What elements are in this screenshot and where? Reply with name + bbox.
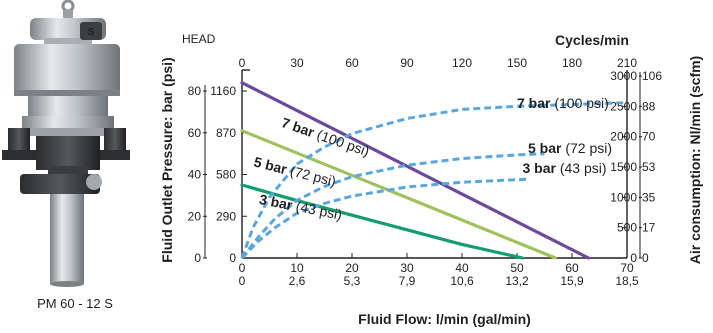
x-tick-label-lmin: 70 [620, 261, 634, 275]
left-tick-label-bar: 40 [188, 168, 202, 182]
svg-text:S: S [88, 27, 95, 38]
head-label: HEAD [182, 32, 216, 46]
right-tick-label-nl: 2500 [610, 99, 637, 113]
left-axis-title: Fluid Outlet Pressure: bar (psi) [159, 57, 175, 262]
right-tick-label-scfm: 17 [642, 221, 656, 235]
left-tick-label-psi: 580 [216, 168, 236, 182]
top-axis-title: Cycles/min [555, 32, 629, 48]
x-tick-label-lmin: 40 [455, 261, 469, 275]
performance-chart: 00102,6205,3307,94010,65013,26015,97018,… [159, 32, 703, 327]
x-tick-label-gal: 18,5 [615, 274, 639, 288]
right-tick-label-scfm: 70 [642, 130, 656, 144]
top-tick-label: 0 [239, 56, 246, 70]
left-tick-label-bar: 60 [188, 126, 202, 140]
pressure-line-7bar [240, 81, 591, 260]
left-tick-label-bar: 20 [188, 209, 202, 223]
x-tick-label-gal: 0 [239, 274, 246, 288]
line-label-air-5: 5 bar (72 psi) [528, 140, 612, 156]
right-tick-label-scfm: 0 [642, 251, 649, 265]
line-label-air-7: 7 bar (100 psi) [517, 95, 609, 111]
right-tick-label-nl: 1000 [610, 190, 637, 204]
pressure-line-5bar [240, 129, 558, 260]
top-tick-label: 30 [290, 56, 304, 70]
left-tick-label-psi: 290 [216, 209, 236, 223]
top-tick-label: 150 [507, 56, 527, 70]
left-tick-label-bar: 0 [194, 251, 201, 265]
right-tick-label-nl: 500 [617, 221, 637, 235]
x-tick-label-lmin: 60 [565, 261, 579, 275]
right-tick-label-scfm: 88 [642, 99, 656, 113]
pump-illustration: S [2, 0, 130, 287]
x-tick-label-lmin: 0 [239, 261, 246, 275]
top-tick-label: 120 [452, 56, 472, 70]
left-tick-label-psi: 0 [229, 251, 236, 265]
right-tick-label-nl: 3000 [610, 69, 637, 83]
product-caption: PM 60 - 12 S [37, 296, 113, 311]
right-tick-label-nl: 0 [630, 251, 637, 265]
x-tick-label-gal: 10,6 [450, 274, 474, 288]
x-tick-label-gal: 5,3 [344, 274, 361, 288]
x-tick-label-lmin: 30 [400, 261, 414, 275]
x-tick-label-lmin: 20 [345, 261, 359, 275]
chart-axes: 00102,6205,3307,94010,65013,26015,97018,… [159, 32, 703, 327]
right-tick-label-scfm: 35 [642, 190, 656, 204]
left-tick-label-psi: 870 [216, 126, 236, 140]
top-tick-label: 210 [617, 56, 637, 70]
pressure-line-3bar [240, 183, 525, 260]
line-label-pressure-5: 5 bar (72 psi) [252, 154, 337, 190]
air-curve-7bar [240, 101, 628, 259]
right-axis-title: Air consumption: Nl/min (scfm) [687, 56, 703, 264]
x-axis-title: Fluid Flow: l/min (gal/min) [358, 311, 531, 327]
x-tick-label-lmin: 50 [510, 261, 524, 275]
top-tick-label: 90 [400, 56, 414, 70]
top-tick-label: 180 [562, 56, 582, 70]
air-curve-5bar [240, 152, 545, 259]
right-tick-label-scfm: 106 [642, 69, 662, 83]
right-tick-label-scfm: 53 [642, 160, 656, 174]
x-tick-label-gal: 2,6 [289, 274, 306, 288]
line-label-pressure-7: 7 bar (100 psi) [280, 114, 372, 159]
air-curve-3bar [240, 177, 529, 260]
line-label-air-3: 3 bar (43 psi) [523, 160, 607, 176]
right-tick-label-nl: 1500 [610, 160, 637, 174]
x-tick-label-gal: 13,2 [505, 274, 529, 288]
top-tick-label: 60 [345, 56, 359, 70]
left-tick-label-bar: 80 [188, 84, 202, 98]
chart-series [240, 81, 628, 260]
x-tick-label-lmin: 10 [290, 261, 304, 275]
left-tick-label-psi: 1160 [210, 84, 236, 98]
x-tick-label-gal: 15,9 [560, 274, 584, 288]
right-tick-label-nl: 2000 [610, 130, 637, 144]
x-tick-label-gal: 7,9 [399, 274, 416, 288]
line-label-pressure-3: 3 bar (43 psi) [258, 191, 344, 223]
product-image: S PM 60 - 12 S [0, 0, 150, 333]
